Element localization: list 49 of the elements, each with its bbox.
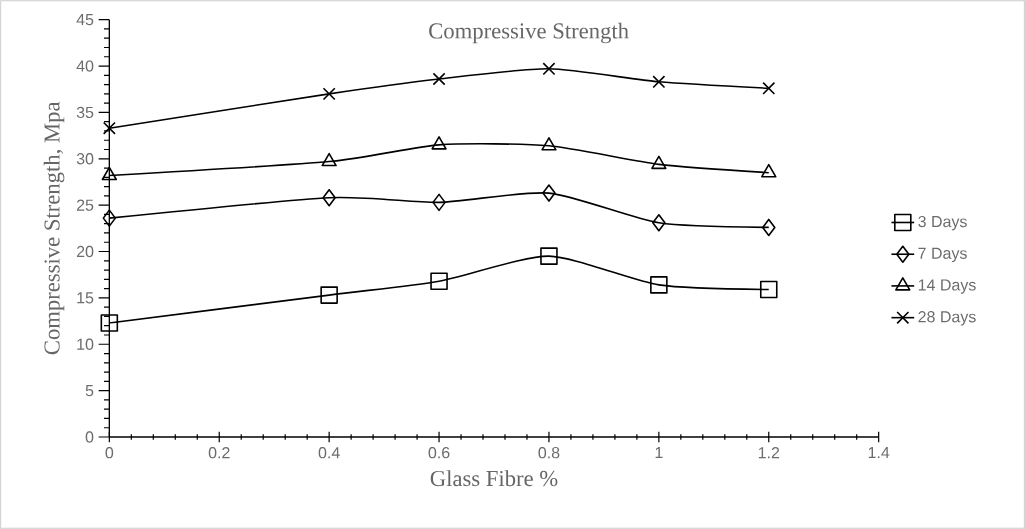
point — [102, 121, 116, 135]
point — [430, 272, 448, 290]
x-tick-label: 0.6 — [428, 447, 450, 459]
point — [432, 193, 446, 212]
x-tick-label: 0.8 — [538, 447, 560, 459]
x-tick-label: 0 — [105, 447, 114, 459]
point — [650, 276, 668, 294]
point — [652, 213, 666, 232]
point — [541, 137, 557, 151]
point — [320, 286, 338, 304]
point — [761, 163, 777, 178]
x-tick-label: 1 — [655, 447, 663, 459]
y-tick-label: 25 — [76, 199, 94, 211]
point — [322, 188, 336, 207]
point — [102, 209, 117, 227]
point — [432, 72, 446, 86]
point — [762, 81, 776, 95]
legend-label: 7 Days — [918, 247, 967, 263]
x-axis-title: Glass Fibre % — [430, 470, 558, 487]
chart-title: Compressive Strength — [429, 22, 629, 44]
legend-label: 14 Days — [918, 279, 976, 294]
point — [761, 218, 776, 237]
x-tick-label: 0.2 — [208, 447, 230, 459]
point — [759, 280, 778, 299]
legend-label: 3 Days — [918, 215, 967, 231]
y-tick-label: 40 — [76, 60, 94, 72]
y-axis-title: Compressive Strength, Mpa — [43, 101, 65, 355]
y-tick-label: 30 — [76, 153, 94, 165]
point — [321, 152, 337, 167]
point — [540, 247, 558, 265]
x-tick-label: 1.4 — [868, 447, 890, 459]
point — [651, 155, 667, 170]
y-tick-label: 5 — [85, 385, 94, 397]
y-tick-label: 15 — [77, 292, 94, 304]
point — [322, 87, 336, 101]
y-tick-label: 35 — [76, 106, 94, 119]
x-tick-label: 0.4 — [318, 447, 340, 459]
y-tick-label: 45 — [76, 14, 94, 26]
point — [542, 184, 556, 202]
point — [101, 166, 118, 181]
legend-label: 28 Days — [918, 311, 976, 326]
y-tick-label: 10 — [77, 338, 94, 350]
point — [431, 136, 447, 150]
point — [100, 314, 119, 332]
y-tick-label: 0 — [85, 431, 94, 443]
point — [652, 75, 666, 89]
y-tick-label: 20 — [76, 245, 94, 258]
x-tick-label: 1.2 — [758, 447, 780, 459]
point — [542, 62, 556, 76]
